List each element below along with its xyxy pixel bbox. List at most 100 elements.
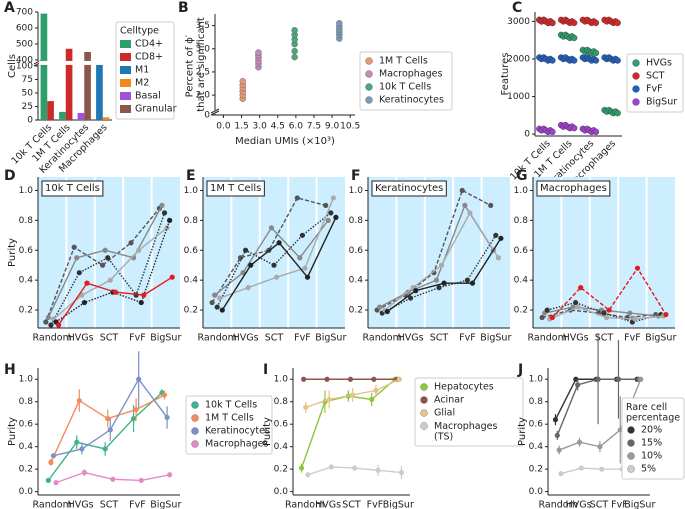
point — [573, 299, 579, 306]
legend-swatch — [632, 72, 640, 80]
legend-label: Hepatocytes — [434, 382, 494, 393]
y-axis-label: Percent of ϕ′ that are significant — [185, 17, 208, 112]
point — [84, 280, 90, 286]
point — [76, 397, 82, 404]
x-tick-label: SCT — [430, 333, 449, 344]
point — [291, 53, 298, 61]
point — [298, 465, 305, 471]
y-tick-label: 0.8 — [349, 216, 364, 226]
x-tick-label: Random — [33, 500, 72, 509]
legend-swatch — [632, 85, 640, 93]
point — [459, 187, 465, 194]
x-tick-label: 0.0 — [216, 122, 231, 132]
point — [627, 310, 633, 316]
point — [570, 57, 578, 64]
x-tick-label: Random — [363, 333, 402, 344]
point — [336, 20, 343, 27]
bar — [96, 62, 103, 120]
point — [438, 262, 445, 268]
legend-frame — [359, 51, 453, 111]
legend-title: Celltype — [120, 26, 159, 37]
point — [373, 387, 379, 394]
point — [549, 314, 555, 321]
x-tick-label: FvF — [129, 500, 146, 509]
legend-frame — [185, 395, 273, 455]
point — [375, 467, 381, 473]
point — [141, 292, 147, 298]
point — [592, 57, 600, 64]
point — [81, 299, 88, 306]
point — [603, 314, 610, 321]
y-tick-label: 1.0 — [19, 186, 34, 196]
point — [352, 465, 358, 471]
legend-label: Keratinocytes — [205, 426, 270, 437]
x-tick-label: HVGs — [563, 333, 589, 344]
x-tick-label: SCT — [342, 500, 361, 509]
x-tick-label: FvF — [459, 333, 476, 344]
y-tick-label: 500 — [16, 39, 33, 49]
point — [48, 459, 54, 466]
y-tick-label: 0.6 — [19, 420, 34, 430]
bar — [65, 48, 73, 121]
x-tick-label: FvF — [611, 500, 628, 509]
y-tick-label: 1.0 — [184, 186, 199, 196]
legend-label: FvF — [646, 84, 663, 95]
y-axis-label: Purity — [7, 417, 18, 446]
point — [159, 202, 165, 209]
point — [112, 289, 118, 295]
point — [554, 432, 560, 439]
point — [45, 314, 51, 321]
point — [614, 57, 621, 64]
point — [369, 396, 375, 403]
point — [161, 210, 168, 216]
point — [74, 255, 80, 261]
point — [45, 477, 51, 483]
point — [291, 27, 298, 34]
axis-break-gap — [211, 110, 355, 114]
point — [305, 472, 311, 478]
y-tick-label: 0 — [27, 116, 33, 126]
point — [570, 19, 578, 27]
point — [100, 262, 106, 268]
point — [245, 285, 251, 291]
point — [299, 232, 305, 238]
y-tick-label: 0.8 — [514, 216, 529, 226]
y-tick-label: 0 — [204, 111, 210, 121]
x-tick-label: BigSur — [480, 333, 511, 344]
y-tick-label: 0.8 — [184, 216, 199, 226]
legend-frame — [621, 397, 685, 480]
line — [547, 301, 661, 323]
point — [169, 274, 175, 280]
legend-swatch — [627, 452, 635, 460]
point — [209, 299, 215, 306]
panel-title: 10k T Cells — [45, 183, 100, 194]
y-axis-label: Purity — [517, 417, 528, 446]
point — [614, 19, 621, 27]
y-tick-label: 3.5 — [196, 21, 210, 31]
panel-title-box — [536, 180, 611, 197]
point — [136, 376, 142, 382]
legend-swatch — [120, 40, 131, 48]
y-tick-label: 0.2 — [529, 465, 543, 475]
legend-swatch — [191, 427, 199, 435]
point — [552, 417, 559, 423]
point — [431, 270, 437, 276]
point — [273, 274, 280, 280]
y-tick-label: 75 — [22, 75, 33, 85]
x-tick-label: FvF — [624, 333, 641, 344]
x-tick-label: FvF — [367, 500, 384, 509]
panel-letter: A — [4, 0, 15, 16]
point — [110, 476, 116, 482]
x-tick-label: 7.5 — [307, 122, 321, 132]
point — [107, 427, 113, 433]
panel-letter: J — [517, 362, 523, 378]
point — [79, 446, 85, 452]
y-tick-label: 400 — [16, 55, 33, 65]
point — [578, 465, 584, 471]
plot-background — [38, 177, 180, 328]
point — [592, 128, 600, 136]
point — [239, 77, 246, 85]
point — [371, 376, 377, 382]
point — [74, 439, 80, 445]
legend-swatch — [627, 465, 635, 473]
